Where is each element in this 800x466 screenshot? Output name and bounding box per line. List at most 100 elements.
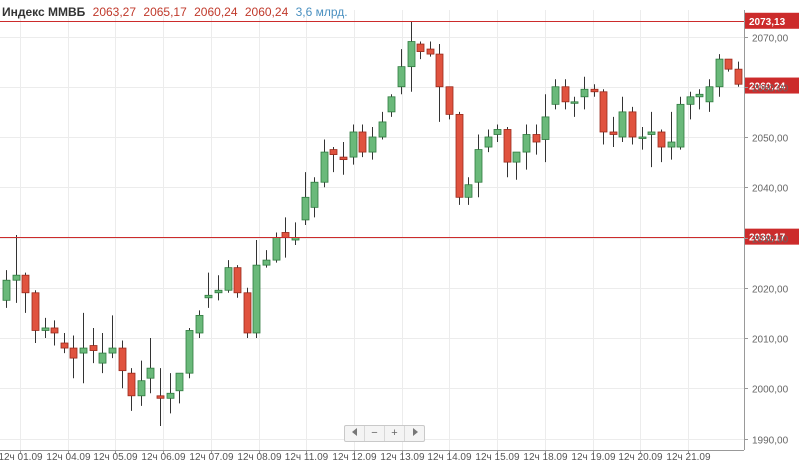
candle (108, 315, 117, 359)
candle (647, 111, 656, 168)
candle-body-down (724, 58, 733, 70)
candle-body-up (310, 181, 319, 208)
y-axis-ticks: 1990,00 2000,00 2010,00 2020,00 2030,00 2040,… (744, 34, 789, 447)
candle-body-up (580, 88, 589, 98)
x-tick-label: 12ч 06.09 (141, 452, 186, 463)
candle (310, 177, 319, 218)
candle (146, 338, 155, 394)
candle (329, 147, 338, 173)
candle (580, 76, 589, 110)
high-value: 2065,17 (143, 5, 187, 19)
candle-body-up (224, 267, 233, 291)
zoom-in-button[interactable]: + (385, 426, 405, 441)
candle-body-down (118, 347, 127, 372)
candle (493, 124, 502, 143)
candle (252, 240, 261, 338)
candle-body-up (484, 136, 493, 148)
x-tick-label: 12ч 01.09 (0, 452, 43, 463)
triangle-right-icon (412, 428, 418, 436)
price-level-label: 2073,13 (749, 17, 786, 28)
y-tick-label: 2020,00 (752, 285, 789, 296)
candle-body-up (695, 93, 704, 98)
candle-body-up (474, 149, 483, 183)
candle-body-up (195, 314, 204, 334)
candle (532, 124, 541, 155)
candle (484, 129, 493, 153)
candle (464, 177, 473, 205)
candle-body-up (185, 330, 194, 374)
candle (98, 332, 107, 374)
candle-body-down (734, 68, 743, 85)
candle (657, 129, 666, 163)
candle-body-up (262, 259, 271, 266)
candle-body-down (329, 149, 338, 155)
candle (224, 260, 233, 293)
candle (195, 310, 204, 338)
candle (175, 372, 184, 404)
candle (561, 79, 570, 110)
price-level-badge (745, 12, 799, 29)
y-tick-label: 2040,00 (752, 184, 789, 195)
candle (272, 232, 281, 263)
close-value: 2060,24 (244, 5, 289, 19)
candle (214, 275, 223, 301)
candle (118, 340, 127, 389)
candle (21, 272, 30, 313)
candle-body-up (667, 141, 676, 148)
candle-body-up (407, 41, 416, 68)
candle-body-down (503, 129, 512, 163)
grid-lines (0, 10, 744, 450)
candle-body-up (108, 347, 117, 354)
candle-body-down (127, 372, 136, 397)
x-tick-label: 12ч 11.09 (285, 452, 329, 463)
candle (12, 234, 21, 303)
x-tick-label: 12ч 20.09 (618, 452, 663, 463)
candle-body-down (243, 292, 252, 334)
candle (320, 139, 329, 188)
x-tick-label: 12ч 07.09 (189, 452, 234, 463)
candle-body-up (252, 264, 261, 334)
candle (724, 58, 733, 72)
candle (166, 373, 175, 414)
candle (512, 151, 521, 180)
candle (522, 124, 531, 170)
candle (734, 61, 743, 87)
scroll-right-button[interactable] (405, 426, 424, 441)
candle (79, 312, 88, 384)
candle (416, 41, 425, 60)
y-tick-label: 2000,00 (752, 385, 789, 396)
candle-body-down (445, 86, 454, 115)
candle (715, 54, 724, 97)
candle-body-down (532, 134, 541, 143)
candle-body-up (204, 294, 213, 299)
candle-body-up (98, 352, 107, 364)
zoom-out-button[interactable]: − (365, 426, 385, 441)
candle (2, 270, 11, 308)
axis-frame (0, 10, 745, 451)
scroll-left-button[interactable] (345, 426, 365, 441)
candle-body-down (21, 274, 30, 294)
candle (570, 96, 579, 117)
candle (378, 111, 387, 140)
candle-body-up (618, 111, 627, 138)
candle (137, 360, 146, 406)
candle-body-up (551, 86, 560, 105)
candle (204, 272, 213, 308)
open-value: 2063,27 (92, 5, 137, 19)
candle (551, 79, 560, 110)
candle (387, 94, 396, 117)
candle (599, 89, 608, 145)
candle (291, 222, 300, 246)
candle-body-up (175, 372, 184, 392)
x-tick-label: 12ч 21.09 (666, 452, 711, 463)
candle (474, 134, 483, 198)
candle (50, 320, 59, 346)
candle (407, 21, 416, 92)
candle (156, 368, 165, 426)
y-tick-label: 1990,00 (752, 436, 789, 447)
candle (455, 111, 464, 205)
x-tick-label: 12ч 05.09 (93, 452, 138, 463)
candle-body-down (599, 91, 608, 133)
candle (339, 142, 348, 175)
